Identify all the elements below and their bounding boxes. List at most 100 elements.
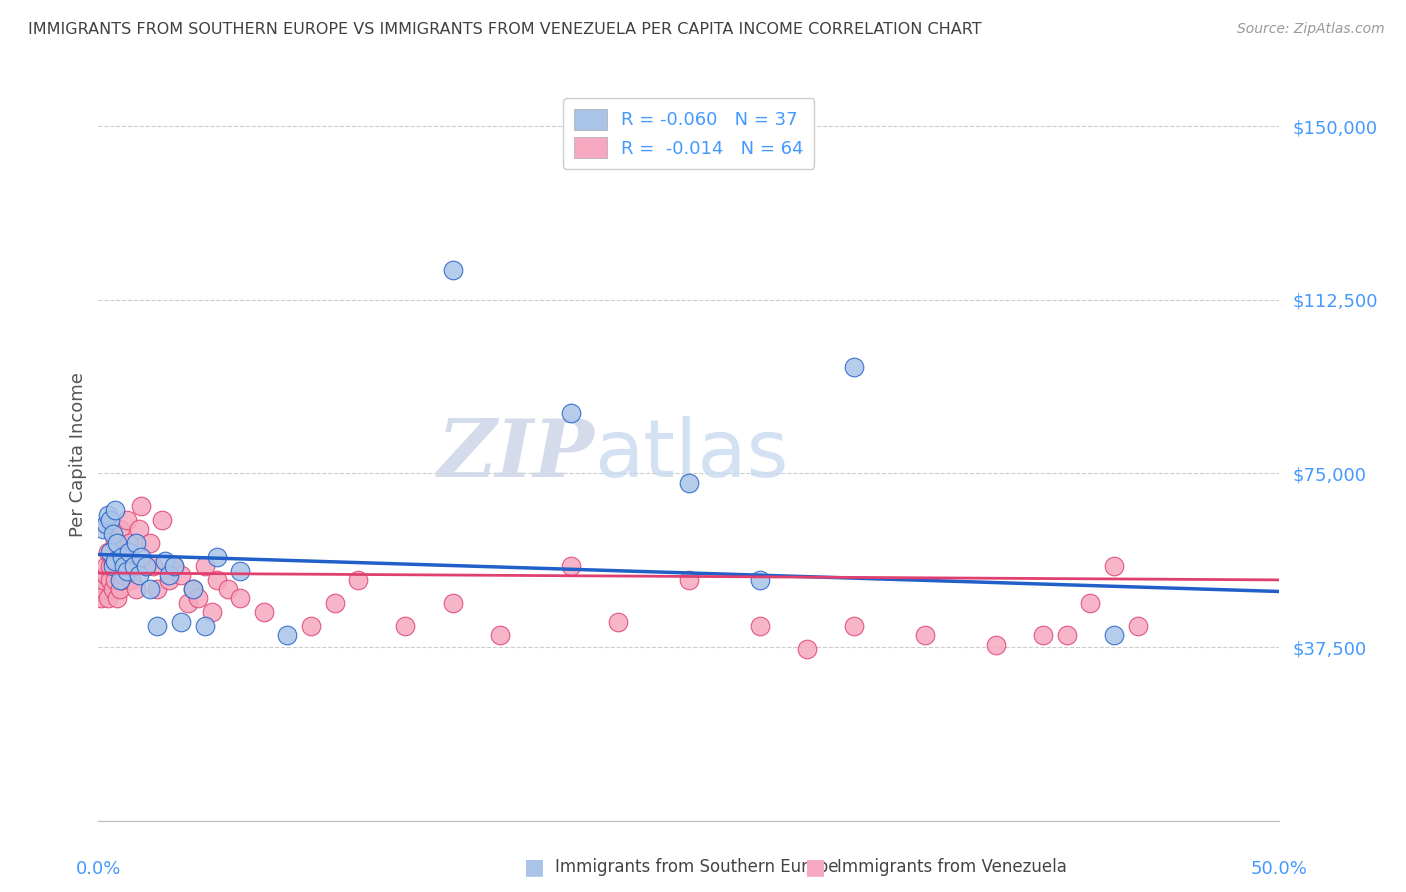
Point [91, 582, 114, 597]
Point [194, 619, 217, 633]
Point [128, 568, 150, 582]
Point [181, 582, 204, 597]
Point [91, 522, 114, 536]
Point [97, 591, 120, 606]
Point [844, 359, 866, 374]
Point [122, 559, 145, 574]
Text: Immigrants from Southern Europe: Immigrants from Southern Europe [555, 858, 839, 876]
Point [560, 406, 582, 420]
Point [139, 536, 162, 550]
Point [163, 559, 186, 574]
Point [323, 596, 346, 610]
Text: atlas: atlas [595, 416, 789, 494]
Point [91, 573, 114, 587]
Point [678, 573, 700, 587]
Point [441, 596, 464, 610]
Point [1102, 628, 1125, 642]
Point [146, 582, 169, 597]
Text: ■: ■ [524, 857, 544, 877]
Point [105, 591, 128, 606]
Point [125, 582, 148, 597]
Point [170, 568, 193, 582]
Point [111, 573, 134, 587]
Point [108, 522, 131, 536]
Point [1102, 559, 1125, 574]
Point [984, 638, 1007, 652]
Point [347, 573, 370, 587]
Point [111, 549, 134, 564]
Y-axis label: Per Capita Income: Per Capita Income [69, 373, 87, 537]
Text: ZIP: ZIP [437, 417, 595, 493]
Point [104, 536, 127, 550]
Point [115, 545, 138, 559]
Point [98, 513, 121, 527]
Point [104, 573, 127, 587]
Point [253, 605, 276, 619]
Point [90, 591, 112, 606]
Point [101, 554, 124, 568]
Point [796, 642, 818, 657]
Point [194, 559, 217, 574]
Point [97, 545, 120, 559]
Point [1126, 619, 1149, 633]
Point [299, 619, 322, 633]
Point [128, 522, 150, 536]
Point [121, 573, 143, 587]
Point [229, 591, 252, 606]
Point [135, 559, 157, 574]
Text: 50.0%: 50.0% [1251, 860, 1308, 878]
Point [98, 573, 121, 587]
Point [142, 559, 165, 574]
Point [181, 582, 204, 597]
Point [135, 559, 157, 574]
Point [229, 564, 252, 578]
Point [118, 536, 141, 550]
Point [187, 591, 209, 606]
Point [489, 628, 512, 642]
Point [157, 573, 180, 587]
Point [201, 605, 224, 619]
Point [217, 582, 239, 597]
Point [108, 582, 131, 597]
Point [153, 554, 176, 568]
Point [94, 568, 117, 582]
Point [1032, 628, 1054, 642]
Point [112, 568, 135, 582]
Text: 0.0%: 0.0% [76, 860, 121, 878]
Point [748, 619, 770, 633]
Point [560, 559, 582, 574]
Point [150, 513, 173, 527]
Point [394, 619, 416, 633]
Text: Source: ZipAtlas.com: Source: ZipAtlas.com [1237, 22, 1385, 37]
Point [146, 619, 169, 633]
Point [914, 628, 936, 642]
Point [122, 559, 145, 574]
Point [157, 568, 180, 582]
Point [98, 559, 121, 574]
Point [104, 554, 127, 568]
Point [129, 549, 152, 564]
Point [104, 503, 127, 517]
Point [205, 573, 228, 587]
Point [844, 619, 866, 633]
Text: ■: ■ [806, 857, 825, 877]
Text: IMMIGRANTS FROM SOUTHERN EUROPE VS IMMIGRANTS FROM VENEZUELA PER CAPITA INCOME C: IMMIGRANTS FROM SOUTHERN EUROPE VS IMMIG… [28, 22, 981, 37]
Point [97, 508, 120, 522]
Point [276, 628, 298, 642]
Point [177, 596, 200, 610]
Point [101, 582, 124, 597]
Legend: R = -0.060   N = 37, R =  -0.014   N = 64: R = -0.060 N = 37, R = -0.014 N = 64 [564, 98, 814, 169]
Point [105, 536, 128, 550]
Text: Immigrants from Venezuela: Immigrants from Venezuela [837, 858, 1066, 876]
Point [94, 559, 117, 574]
Point [98, 545, 121, 559]
Point [125, 536, 148, 550]
Point [139, 582, 162, 597]
Point [170, 615, 193, 629]
Point [112, 559, 135, 574]
Point [94, 517, 117, 532]
Point [1056, 628, 1078, 642]
Point [163, 559, 186, 574]
Point [105, 559, 128, 574]
Point [101, 559, 124, 574]
